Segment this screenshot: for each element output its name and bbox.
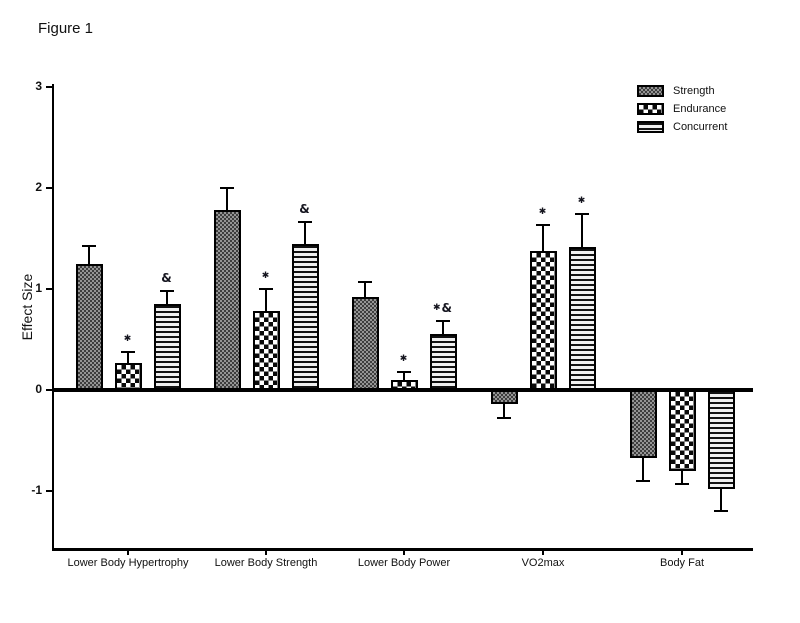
x-axis-tick xyxy=(542,551,544,555)
error-bar-cap xyxy=(436,320,450,322)
error-bar-line xyxy=(403,372,405,380)
y-axis-tick xyxy=(46,490,52,492)
error-bar-line xyxy=(88,246,90,264)
significance-annotation: ✱ xyxy=(538,207,548,217)
significance-annotation: ✱& xyxy=(432,301,453,315)
y-tick-label: 0 xyxy=(35,382,42,396)
significance-annotation: & xyxy=(161,271,173,285)
error-bar-cap xyxy=(220,187,234,189)
x-category-label: Lower Body Power xyxy=(357,557,451,569)
y-axis-tick xyxy=(46,187,52,189)
error-bar-cap xyxy=(259,288,273,290)
bar-strength-3 xyxy=(490,390,518,404)
error-bar-line xyxy=(127,352,129,363)
x-axis-tick xyxy=(681,551,683,555)
error-bar-cap xyxy=(497,417,511,419)
bar-concurrent-0 xyxy=(153,304,181,392)
significance-annotation: & xyxy=(299,202,311,216)
error-bar-line xyxy=(503,404,505,418)
bar-concurrent-4 xyxy=(707,390,735,489)
significance-annotation: ✱ xyxy=(123,334,133,344)
bar-strength-1 xyxy=(213,210,241,392)
x-axis-tick xyxy=(127,551,129,555)
chart-legend: Strength Endurance Concurrent xyxy=(637,85,727,139)
y-axis-tick xyxy=(46,288,52,290)
zero-baseline xyxy=(52,388,753,392)
error-bar-line xyxy=(581,214,583,247)
error-bar-cap xyxy=(298,221,312,223)
bar-endurance-1 xyxy=(252,311,280,392)
y-tick-label: -1 xyxy=(31,483,42,497)
error-bar-line xyxy=(265,289,267,311)
x-category-label: VO2max xyxy=(521,557,565,569)
legend-label: Concurrent xyxy=(673,121,728,133)
x-axis-line xyxy=(52,548,753,551)
error-bar-cap xyxy=(160,290,174,292)
significance-annotation: ✱ xyxy=(577,196,587,206)
x-category-label: Body Fat xyxy=(659,557,705,569)
error-bar-line xyxy=(364,282,366,297)
legend-item-strength: Strength xyxy=(637,85,727,97)
bar-strength-2 xyxy=(351,297,379,392)
error-bar-line xyxy=(542,225,544,251)
error-bar-cap xyxy=(358,281,372,283)
figure-title: Figure 1 xyxy=(38,20,94,37)
legend-item-concurrent: Concurrent xyxy=(637,121,727,133)
bar-endurance-0 xyxy=(114,363,142,392)
legend-swatch-endurance-pattern-icon xyxy=(637,103,664,115)
error-bar-line xyxy=(720,489,722,511)
error-bar-cap xyxy=(636,480,650,482)
error-bar-cap xyxy=(575,213,589,215)
error-bar-line xyxy=(304,222,306,244)
bar-concurrent-2 xyxy=(429,334,457,392)
error-bar-cap xyxy=(536,224,550,226)
bar-strength-4 xyxy=(629,390,657,458)
error-bar-line xyxy=(642,458,644,481)
error-bar-line xyxy=(226,188,228,210)
error-bar-cap xyxy=(121,351,135,353)
bar-concurrent-1 xyxy=(291,244,319,392)
legend-label: Strength xyxy=(673,85,715,97)
x-category-label: Lower Body Strength xyxy=(214,557,318,569)
x-axis-tick xyxy=(403,551,405,555)
y-tick-label: 2 xyxy=(35,180,42,194)
error-bar-line xyxy=(681,471,683,484)
error-bar-cap xyxy=(82,245,96,247)
legend-swatch-concurrent-pattern-icon xyxy=(637,121,664,133)
error-bar-cap xyxy=(714,510,728,512)
y-axis-tick xyxy=(46,389,52,391)
legend-swatch-strength-pattern-icon xyxy=(637,85,664,97)
legend-label: Endurance xyxy=(673,103,727,115)
error-bar-line xyxy=(442,321,444,334)
error-bar-cap xyxy=(675,483,689,485)
bar-concurrent-3 xyxy=(568,247,596,392)
bar-strength-0 xyxy=(75,264,103,392)
error-bar-cap xyxy=(397,371,411,373)
legend-item-endurance: Endurance xyxy=(637,103,727,115)
x-axis-tick xyxy=(265,551,267,555)
y-axis-tick xyxy=(46,86,52,88)
significance-annotation: ✱ xyxy=(261,271,271,281)
x-category-label: Lower Body Hypertrophy xyxy=(67,557,189,569)
bar-endurance-3 xyxy=(529,251,557,392)
error-bar-line xyxy=(166,291,168,304)
bar-endurance-4 xyxy=(668,390,696,471)
significance-annotation: ✱ xyxy=(399,354,409,364)
y-tick-label: 1 xyxy=(35,281,42,295)
y-tick-label: 3 xyxy=(35,79,42,93)
y-axis-line xyxy=(52,84,54,550)
